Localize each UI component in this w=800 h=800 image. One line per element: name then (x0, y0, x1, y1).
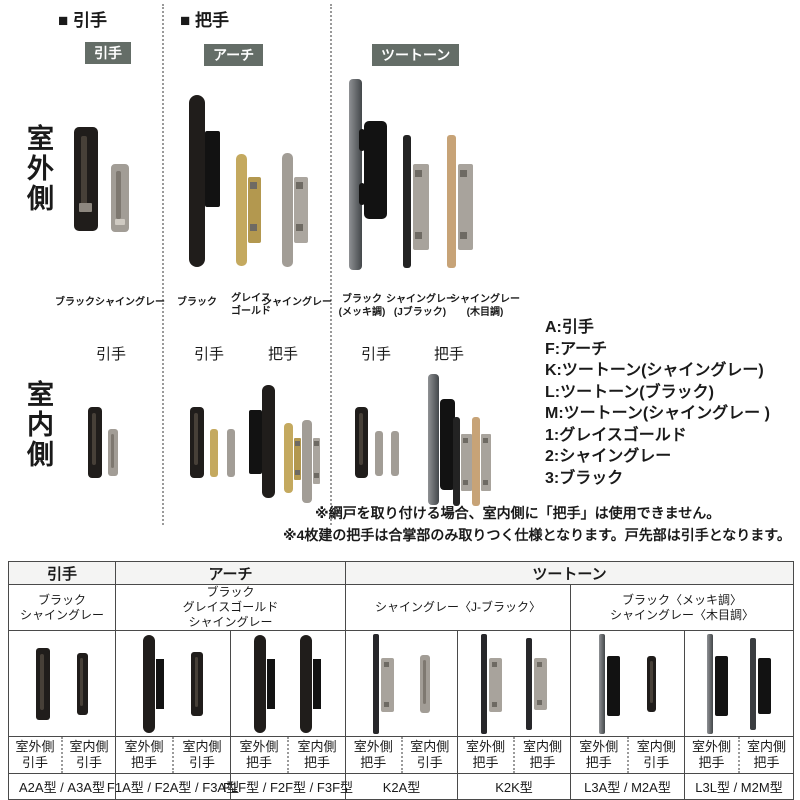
table-thumb-l3a (571, 631, 685, 737)
indoor-side-label: 室内側 (23, 380, 53, 470)
model-number: F1F型 / F2F型 / F3F型 (223, 774, 353, 799)
legend: A:引手 F:アーチ K:ツートーン(シャイングレー) L:ツートーン(ブラック… (545, 317, 770, 489)
indoor-label-pull-3: 引手 (360, 346, 391, 363)
table-sides: 室外側 把手 室内側 把手 (231, 737, 346, 774)
spec-table: 引手 アーチ ツートーン ブラック シャイングレー ブラック グレイスゴールド … (8, 561, 794, 800)
caption-outdoor-arch-gray: シャイングレー (262, 297, 332, 308)
handle-indoor-arch-pull-gray (227, 429, 235, 477)
legend-item: M:ツートーン(シャイングレー ) (545, 405, 770, 422)
caption-outdoor-pull-gray: シャイングレー (95, 297, 165, 308)
table-thumb-f1f (231, 631, 346, 737)
model-number: F1A型 / F2A型 / F3A型 (107, 774, 239, 799)
indoor-label-grip-2: 把手 (267, 346, 298, 363)
table-thumb-f1a (116, 631, 231, 737)
model-number: K2K型 (458, 774, 571, 799)
badge-pull: 引手 (85, 42, 131, 64)
table-thumb-k2k (458, 631, 571, 737)
model-number: A2A型 / A3A型 (9, 774, 116, 799)
legend-item: L:ツートーン(ブラック) (545, 383, 714, 401)
table-colors-twotone-k: シャイングレー〈J-ブラック〉 (346, 585, 571, 631)
model-number: K2A型 (346, 774, 458, 799)
caption-outdoor-twotone-wood: シャイングレー (木目調) (450, 294, 520, 318)
caption-outdoor-twotone-black: ブラック (メッキ調) (338, 294, 386, 318)
caption-outdoor-twotone-jblack: シャイングレー (Jブラック) (386, 294, 456, 318)
table-sides: 室外側 把手 室内側 引手 (346, 737, 458, 774)
table-sides: 室外側 引手 室内側 引手 (9, 737, 116, 774)
table-header-pull: 引手 (9, 562, 116, 585)
table-sides: 室外側 把手 室内側 引手 (116, 737, 231, 774)
table-sides: 室外側 把手 室内側 把手 (685, 737, 793, 774)
outdoor-side-label: 室外側 (23, 124, 53, 214)
column-divider (330, 4, 332, 525)
legend-item: A:引手 (545, 319, 594, 336)
table-sides: 室外側 把手 室内側 把手 (458, 737, 571, 774)
legend-item: 1:グレイスゴールド (545, 426, 687, 444)
table-sides: 室外側 把手 室内側 引手 (571, 737, 685, 774)
handle-indoor-arch-pull-gold (210, 429, 218, 477)
table-thumb-a2a (9, 631, 116, 737)
legend-item: 2:シャイングレー (545, 448, 672, 465)
legend-item: 3:ブラック (545, 469, 624, 487)
handle-indoor-twotone-pull-gray-1 (375, 431, 383, 476)
badge-twotone: ツートーン (372, 44, 460, 66)
table-colors-twotone-lm: ブラック〈メッキ調〉 シャイングレー〈木目調〉 (571, 585, 793, 631)
note-four-panel: ※4枚建の把手は合掌部のみ取りつく仕様となります。戸先部は引手となります。 (283, 527, 791, 543)
caption-outdoor-arch-gold: グレイス ゴールド (231, 293, 271, 317)
indoor-label-pull-1: 引手 (95, 346, 126, 363)
legend-item: F:アーチ (545, 340, 608, 358)
badge-arch: アーチ (204, 44, 264, 66)
table-colors-arch: ブラック グレイスゴールド シャイングレー (116, 585, 346, 631)
caption-outdoor-arch-black: ブラック (177, 297, 217, 308)
column-divider (162, 4, 164, 525)
model-number: L3A型 / M2A型 (571, 774, 685, 799)
table-thumb-k2a (346, 631, 458, 737)
table-thumb-l3l (685, 631, 793, 737)
legend-item: K:ツートーン(シャイングレー) (545, 362, 764, 379)
table-header-arch: アーチ (116, 562, 346, 585)
table-header-twotone: ツートーン (346, 562, 793, 585)
indoor-label-grip-3: 把手 (433, 346, 464, 363)
table-colors-pull: ブラック シャイングレー (9, 585, 116, 631)
section-header-grip: ■ 把手 (180, 11, 229, 30)
model-number: L3L型 / M2M型 (695, 780, 783, 795)
handle-indoor-twotone-pull-gray-2 (391, 431, 399, 476)
section-header-pull: ■ 引手 (58, 11, 107, 30)
caption-outdoor-pull-black: ブラック (55, 297, 95, 308)
indoor-label-pull-2: 引手 (193, 346, 224, 363)
note-screen-door: ※網戸を取り付ける場合、室内側に「把手」は使用できません。 (315, 505, 721, 521)
